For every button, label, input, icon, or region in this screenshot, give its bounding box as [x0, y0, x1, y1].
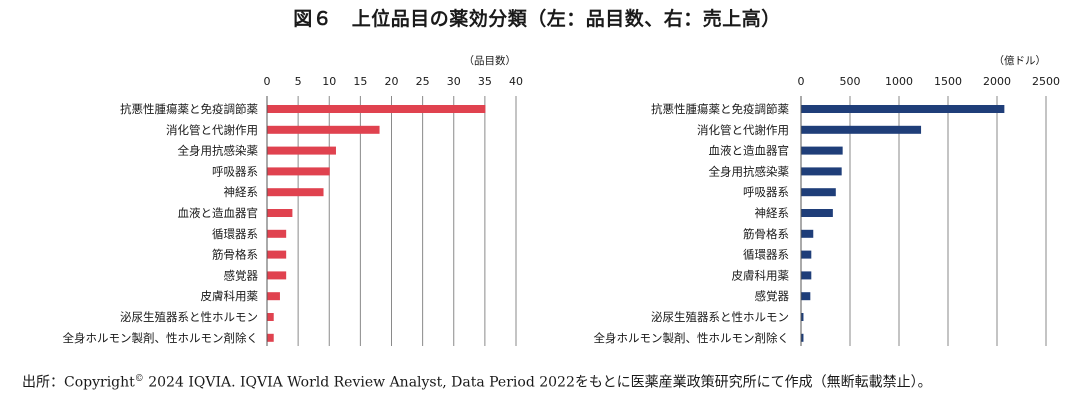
category-label: 全身ホルモン製剤、性ホルモン剤除く [594, 331, 790, 345]
bar [801, 292, 811, 301]
category-label: 全身ホルモン製剤、性ホルモン剤除く [63, 331, 259, 345]
category-label: 循環器系 [743, 248, 789, 262]
bar [267, 188, 324, 197]
x-tick-label: 2000 [983, 75, 1011, 88]
bar [267, 167, 330, 176]
bar [267, 271, 287, 280]
category-label: 抗悪性腫瘍薬と免疫調節薬 [651, 102, 789, 116]
bar [801, 271, 812, 280]
bar [801, 167, 842, 176]
chart-sales: （億ドル） 0 500 1000 1500 2000 2500 抗悪性腫瘍薬と免疫調節薬消化管… [594, 54, 1060, 346]
source-note: 出所：Copyright© 2024 IQVIA. IQVIA World Re… [22, 369, 1062, 394]
x-tick-label: 0 [798, 75, 805, 88]
x-tick-label: 10 [322, 75, 336, 88]
bar [267, 146, 336, 155]
category-label: 抗悪性腫瘍薬と免疫調節薬 [120, 102, 258, 116]
axis-unit-label: （品目数） [464, 54, 517, 67]
bar [801, 146, 843, 155]
x-tick-label: 40 [509, 75, 523, 88]
charts-svg: （品目数） 0 5 10 15 20 25 30 35 40 抗悪性腫瘍薬と免疫調節薬消化管と代謝作… [63, 54, 1060, 346]
bar [267, 229, 287, 238]
category-label: 感覚器 [755, 289, 790, 303]
category-label: 呼吸器系 [212, 164, 258, 178]
category-label: 神経系 [755, 206, 790, 220]
bar [267, 292, 280, 301]
bar [801, 105, 1005, 113]
category-label: 皮膚科用薬 [732, 268, 790, 282]
category-label: 筋骨格系 [743, 227, 789, 241]
x-tick-label: 0 [264, 75, 271, 88]
category-label: 全身用抗感染薬 [178, 144, 259, 158]
axis-unit-label: （億ドル） [994, 54, 1047, 67]
chart-item-count: （品目数） 0 5 10 15 20 25 30 35 40 抗悪性腫瘍薬と免疫調節薬消化管と代謝作… [63, 54, 523, 346]
category-label: 皮膚科用薬 [201, 289, 259, 303]
category-label: 感覚器 [224, 268, 259, 282]
category-label: 泌尿生殖器系と性ホルモン [651, 310, 789, 324]
bar [267, 250, 287, 259]
category-label: 泌尿生殖器系と性ホルモン [120, 310, 258, 324]
x-tick-label: 35 [478, 75, 492, 88]
x-tick-label: 5 [295, 75, 302, 88]
x-tick-label: 1000 [885, 75, 913, 88]
x-tick-label: 25 [416, 75, 430, 88]
source-prefix: 出所：Copyright [22, 374, 135, 391]
category-label: 消化管と代謝作用 [697, 123, 789, 137]
bar [801, 188, 836, 197]
source-text: 2024 IQVIA. IQVIA World Review Analyst, … [143, 374, 932, 391]
category-label: 全身用抗感染薬 [709, 164, 790, 178]
x-tick-label: 15 [353, 75, 367, 88]
bar [801, 313, 804, 321]
figure-title: 図６ 上位品目の薬効分類（左：品目数、右：売上高） [293, 8, 781, 30]
category-label: 消化管と代謝作用 [166, 123, 258, 137]
bar [267, 105, 486, 113]
category-label: 筋骨格系 [212, 248, 258, 262]
x-tick-label: 500 [840, 75, 861, 88]
bar [801, 229, 814, 238]
bar [267, 125, 380, 134]
x-tick-label: 30 [447, 75, 461, 88]
bar [267, 313, 274, 321]
bar [267, 209, 293, 217]
category-label: 呼吸器系 [743, 185, 789, 199]
x-tick-label: 1500 [934, 75, 962, 88]
category-label: 神経系 [224, 185, 259, 199]
bar [801, 209, 833, 217]
category-label: 血液と造血器官 [178, 206, 259, 220]
bar [801, 125, 922, 134]
category-label: 血液と造血器官 [709, 144, 790, 158]
x-tick-label: 2500 [1032, 75, 1060, 88]
bar [267, 333, 274, 342]
bar [801, 250, 812, 259]
x-tick-label: 20 [385, 75, 399, 88]
copyright-symbol: © [134, 374, 144, 384]
bar [801, 333, 804, 342]
category-label: 循環器系 [212, 227, 258, 241]
